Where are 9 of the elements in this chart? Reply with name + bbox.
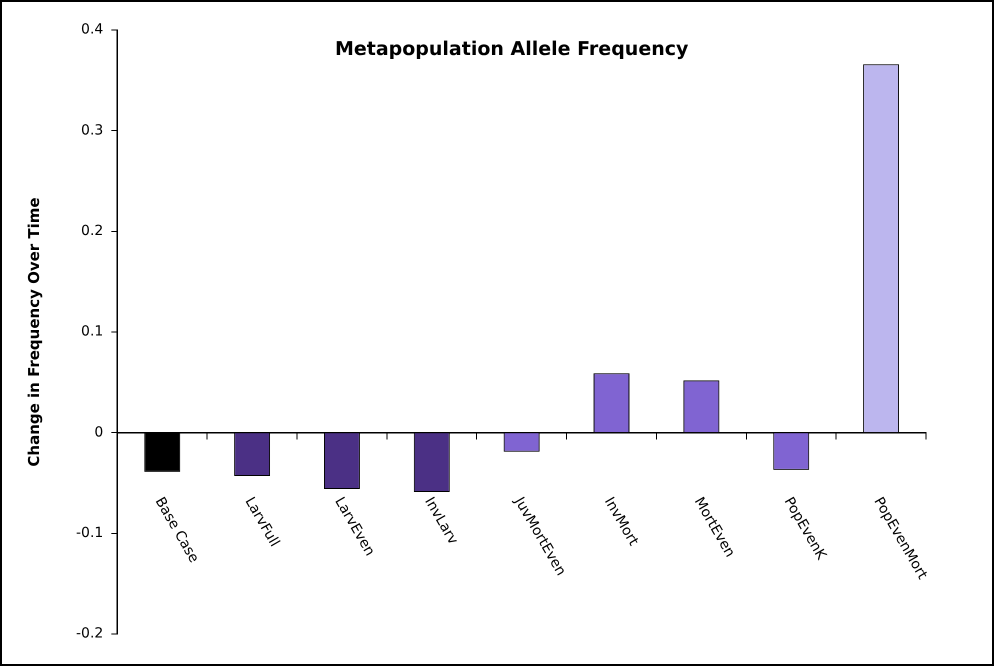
y-axis-title: Change in Frequency Over Time (24, 197, 43, 467)
y-tick-label: 0.4 (81, 22, 104, 38)
chart-title: Metapopulation Allele Frequency (334, 38, 689, 60)
y-tick-label: 0.1 (81, 324, 104, 340)
y-tick-label: -0.1 (76, 524, 104, 541)
y-tick-label: 0.3 (81, 122, 104, 138)
y-tick-label: -0.2 (76, 626, 104, 642)
y-tick-label: 0.2 (81, 222, 104, 239)
y-tick-label: 0 (94, 424, 104, 440)
